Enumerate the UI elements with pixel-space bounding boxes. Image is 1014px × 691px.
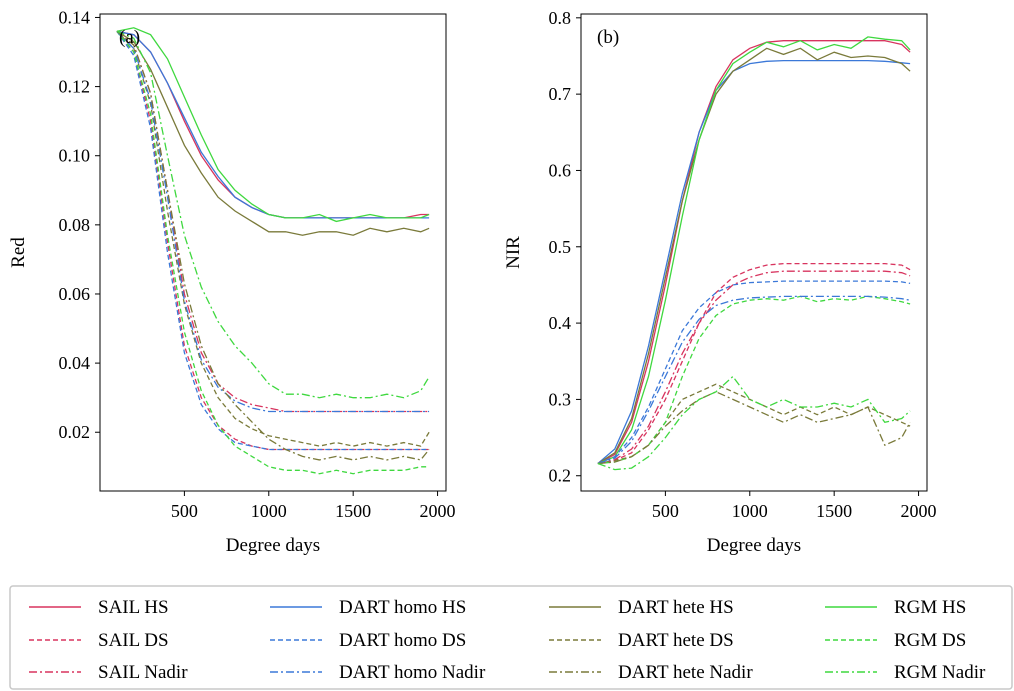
series-line-rgm-hs [597,36,911,465]
legend-label: DART homo HS [339,597,466,618]
legend-label: RGM DS [894,630,966,651]
y-tick-label: 0.04 [59,353,91,373]
x-axis-title: Degree days [226,535,320,556]
series-line-dart-hete-hs [116,30,430,236]
y-axis-title: Red [8,237,29,268]
series-line-dart-hete-ds [116,30,430,447]
y-tick-label: 0.5 [549,237,572,257]
y-axis-title: NIR [503,236,524,269]
y-tick-label: 0.10 [59,146,91,166]
legend-label: DART homo DS [339,630,466,651]
panel-b-nir-chart: 500 1000 1500 2000 0.2 0.3 0.4 0.5 0.6 0.7 0.8 Degr… [503,8,937,556]
series-line-dart-homo-hs [597,59,911,464]
series-line-dart-homo-ds [116,30,430,451]
panel-label: (a) [119,27,140,48]
legend-label: RGM HS [894,597,966,618]
y-tick-label: 0.7 [549,84,572,104]
panel-a-red-chart: 500 1000 1500 2000 0.02 0.04 0.06 0.08 0.10 0.12 0… [8,7,456,556]
y-tick-label: 0.02 [59,422,91,442]
series-line-sail-ds [597,262,911,465]
series-line-dart-homo-ds [597,280,911,465]
legend-label: SAIL Nadir [98,662,188,683]
y-tick-label: 0.06 [59,284,91,304]
x-tick-label: 2000 [901,501,937,521]
series-line-rgm-nadir [116,30,430,399]
series-line-dart-hete-hs [597,47,911,465]
legend-frame [9,585,1013,690]
series-line-dart-hete-nadir [116,30,430,461]
series-line-rgm-nadir [597,375,911,471]
x-tick-label: 2000 [420,501,456,521]
axes-frame [580,13,928,492]
legend-label: DART hete DS [618,630,734,651]
series-line-dart-homo-nadir [597,295,911,465]
x-axis-title: Degree days [707,535,801,556]
legend-label: DART hete HS [618,597,734,618]
series-line-dart-hete-nadir [597,391,911,465]
series-line-dart-homo-nadir [116,30,430,413]
series-line-rgm-ds [597,295,911,465]
series-line-sail-nadir [597,270,911,465]
y-tick-label: 0.14 [59,7,91,27]
x-tick-label: 1000 [251,501,287,521]
axes-frame [99,13,447,492]
legend-label: RGM Nadir [894,662,986,683]
x-tick-label: 1000 [732,501,768,521]
series-line-dart-hete-ds [597,383,911,465]
y-tick-label: 0.8 [549,8,572,28]
series-line-sail-hs [597,40,911,465]
legend-label: DART hete Nadir [618,662,753,683]
y-tick-label: 0.4 [549,313,572,333]
panel-label: (b) [597,27,619,48]
x-tick-label: 500 [171,501,198,521]
legend-label: DART homo Nadir [339,662,486,683]
y-tick-label: 0.12 [59,77,91,97]
x-tick-label: 500 [652,501,679,521]
y-tick-label: 0.6 [549,160,572,180]
series-line-rgm-hs [116,27,430,223]
x-tick-label: 1500 [816,501,852,521]
legend-label: SAIL DS [98,630,169,651]
series-line-rgm-ds [116,30,430,475]
x-tick-label: 1500 [335,501,371,521]
series-line-sail-nadir [116,30,430,413]
legend: SAIL HS DART homo HS DART hete HS RGM HS SAI… [9,585,1013,690]
y-tick-label: 0.2 [549,466,572,486]
legend-label: SAIL HS [98,597,169,618]
y-tick-label: 0.3 [549,389,572,409]
y-tick-label: 0.08 [59,215,91,235]
